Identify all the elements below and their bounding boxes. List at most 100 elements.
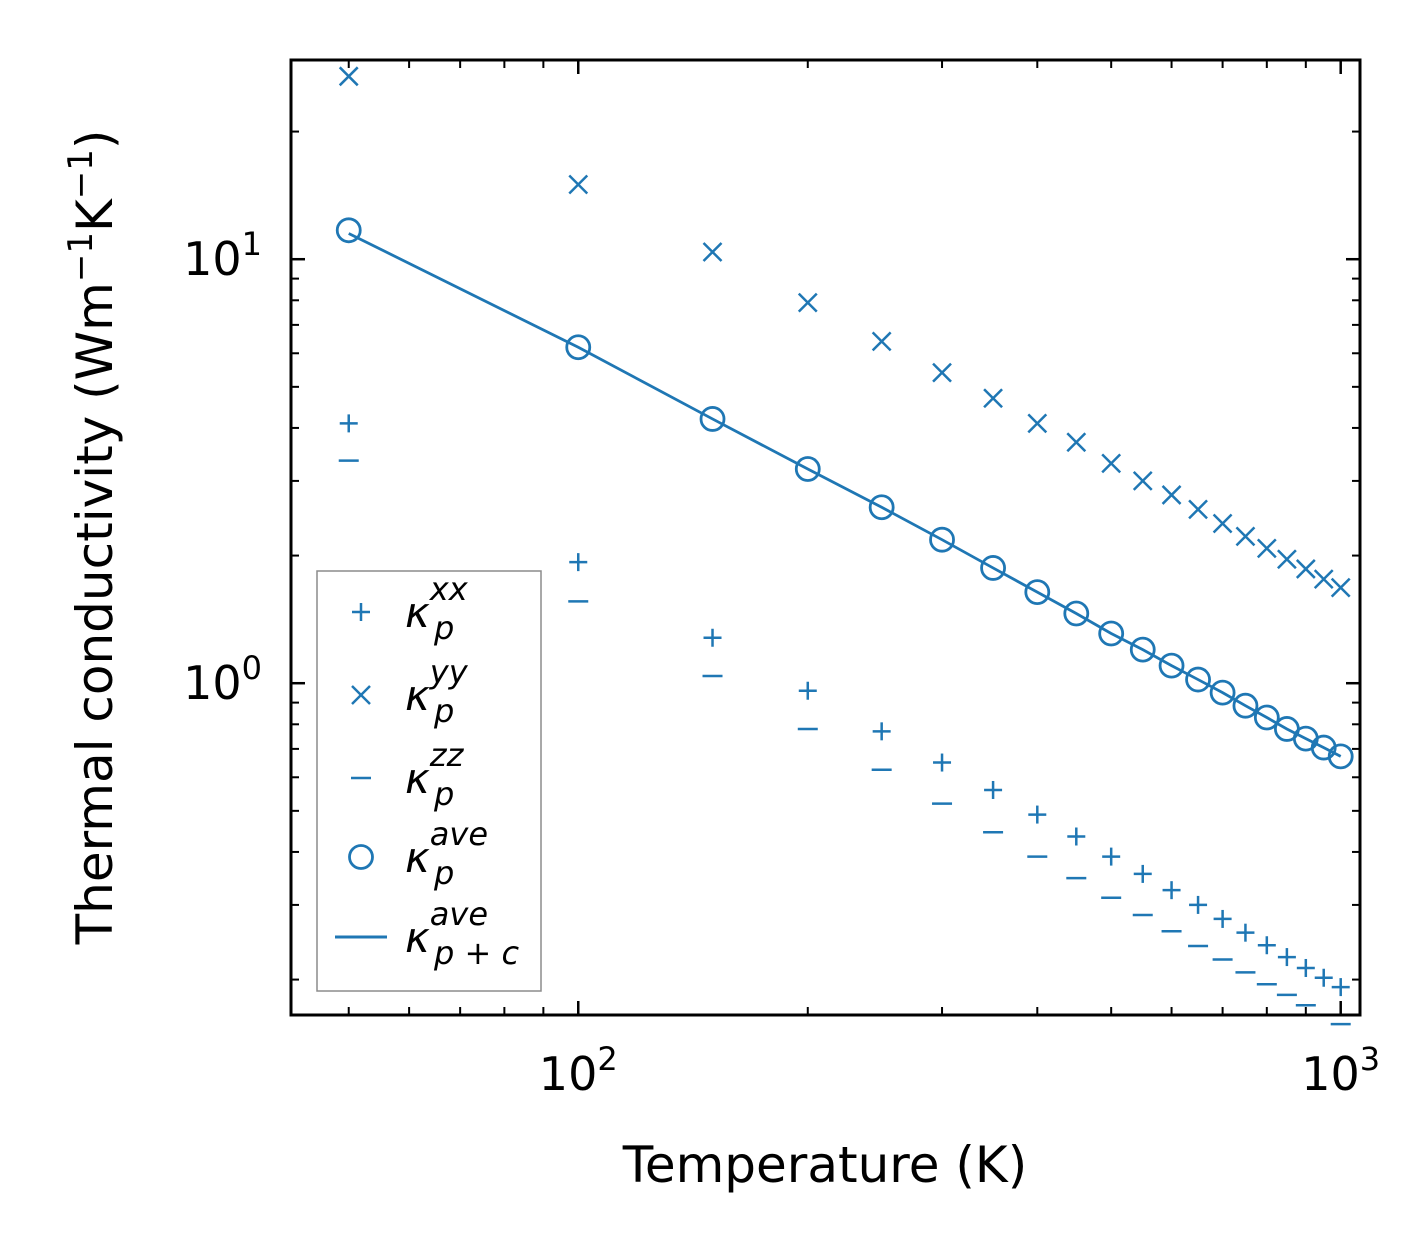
x-marker-b [1161,485,1182,505]
legend-label-kappa: κ [405,588,430,637]
data-point-kappa_p_ave [699,406,726,432]
series-kappa_p_ave [335,217,1354,770]
circle-marker [335,217,362,244]
x-marker-b [932,362,952,383]
circle-marker [1185,666,1211,693]
data-point-kappa_p_xx [1257,936,1276,955]
data-point-kappa_p_xx [1331,978,1350,997]
x-marker-b [338,66,359,87]
x-marker-b [1212,513,1233,534]
legend-label-superscript: yy [429,653,469,691]
series-kappa_p_xx [339,414,1350,997]
x-marker-b [797,292,818,313]
x-marker-b [1188,499,1208,520]
legend-label-subscript: p [433,609,454,647]
series-kappa_p_zz [338,459,1351,1026]
data-point-kappa_p_xx [933,753,952,772]
legend-label-subscript: p [433,854,454,892]
data-point-kappa_p_yy [568,174,589,195]
x-marker-b [1027,413,1048,434]
legend-label-kappa: κ [405,754,430,803]
legend-marker-kappa_p_ave [348,844,374,870]
data-point-kappa_p_xx [872,722,891,741]
plot-layer [335,66,1354,1026]
circle-marker [1253,704,1280,731]
data-point-kappa_p_ave [794,456,821,482]
series-kappa_p_plus_c_ave [348,232,1342,758]
series-kappa_p_yy [338,66,1351,598]
data-point-kappa_p_yy [1212,513,1233,534]
x-marker-b [871,331,892,352]
data-point-kappa_p_yy [932,362,952,383]
legend-label-superscript: ave [430,895,488,933]
circle-marker [565,334,592,361]
x-tick-label: 102 [539,1040,618,1101]
legend-label-subscript: p [433,692,454,730]
data-point-kappa_p_ave [1098,620,1125,647]
data-point-kappa_p_xx [1277,948,1296,967]
data-point-kappa_p_yy [1330,577,1351,598]
data-point-kappa_p_ave [1063,600,1090,627]
x-tick-label-exponent: 3 [1360,1040,1380,1078]
legend-label-kappa_p_yy: κyy p [405,653,469,730]
x-marker-b [983,388,1003,409]
data-point-kappa_p_xx [1028,805,1047,824]
y-tick-label: 101 [183,225,262,286]
data-point-kappa_p_yy [1132,471,1153,491]
circle-marker [1063,600,1090,627]
circle-marker [1158,652,1185,679]
data-point-kappa_p_ave [1129,636,1156,663]
data-point-kappa_p_ave [868,494,895,521]
x-marker-b [1235,526,1256,547]
data-point-kappa_p_ave [1209,679,1236,706]
circle-marker [868,494,895,521]
legend-label-kappa: κ [405,913,430,962]
data-point-kappa_p_yy [1256,538,1277,559]
data-point-kappa_p_ave [1327,743,1354,770]
series-line-kappa_p_plus_c_ave [348,232,1342,758]
legend-entry-kappa_p_ave: κave p [348,815,488,892]
y-tick-label-exponent: 1 [242,225,262,263]
x-tick-label-base: 10 [539,1047,598,1101]
circle-marker [1232,692,1259,719]
circle-marker [929,526,955,553]
data-point-kappa_p_ave [1158,652,1185,679]
data-point-kappa_p_xx [984,780,1003,799]
circle-marker [794,456,821,482]
data-point-kappa_p_yy [1277,549,1297,570]
circle-marker [980,555,1006,581]
data-point-kappa_p_yy [1313,569,1334,589]
y-tick-label-base: 10 [183,232,242,286]
legend-label-kappa_p_ave: κave p [405,815,488,892]
circle-marker [1209,679,1236,706]
data-point-kappa_p_xx [1213,909,1232,928]
y-axis-label-unit: K [66,198,124,232]
legend-label-kappa_p_xx: κxx p [405,570,469,647]
data-point-kappa_p_yy [1101,453,1122,474]
legend-label-kappa_p_plus_c_ave: κave p + c [405,895,519,972]
legend-label-subscript: p + c [433,934,519,972]
data-point-kappa_p_ave [565,334,592,361]
data-point-kappa_p_xx [703,628,722,647]
data-point-kappa_p_yy [983,388,1003,409]
x-tick-label: 103 [1301,1040,1380,1101]
y-axis-label-close: ) [66,130,124,150]
data-point-kappa_p_yy [1027,413,1048,434]
data-point-kappa_p_yy [797,292,818,313]
data-point-kappa_p_yy [1235,526,1256,547]
data-point-kappa_p_yy [1295,559,1316,579]
legend-label-kappa: κ [405,833,430,882]
legend-entry-kappa_p_zz: κzz p [351,736,465,813]
circle-marker [348,844,374,870]
plot-frame [289,58,1362,1017]
y-axis-label-exp1: −1 [61,232,101,282]
data-point-kappa_p_yy [1066,432,1087,453]
y-axis-label-main: Thermal conductivity (Wm [66,282,124,945]
legend-label-superscript: ave [430,815,488,853]
data-point-kappa_p_ave [1185,666,1211,693]
legend-entry-kappa_p_xx: κxx p [352,570,469,647]
x-marker-b [1132,471,1153,491]
